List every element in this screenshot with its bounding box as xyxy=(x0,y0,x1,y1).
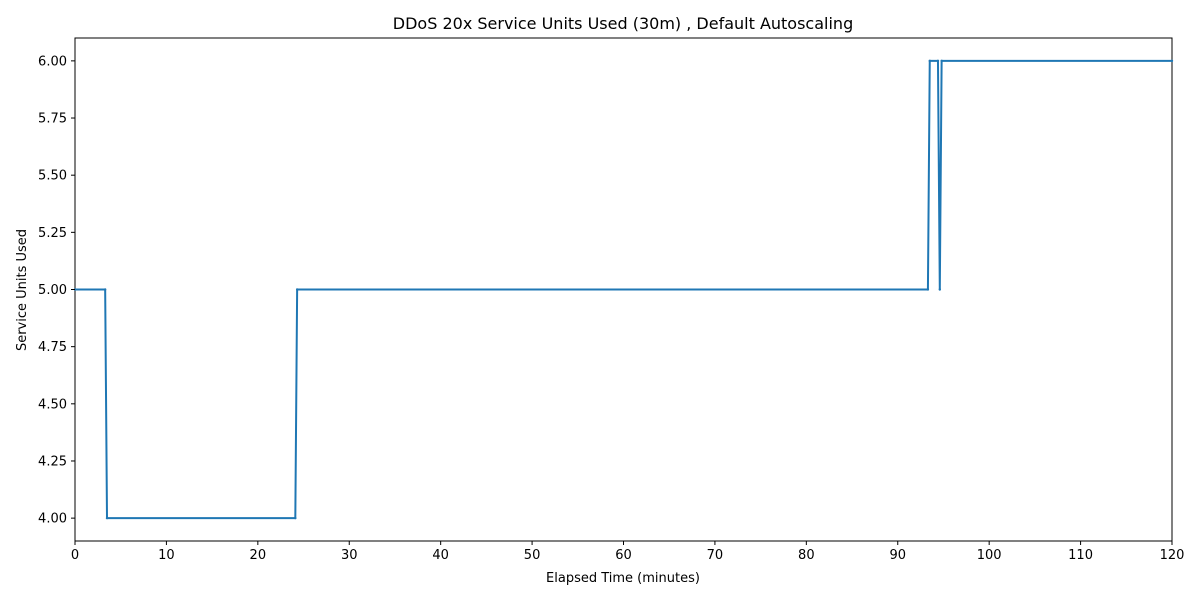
x-axis-ticks: 0 10 20 30 40 50 60 70 80 90 100 110 120 xyxy=(71,541,1185,563)
x-tick-label: 40 xyxy=(432,548,449,563)
y-tick-label: 5.25 xyxy=(38,226,67,241)
y-axis-label: Service Units Used xyxy=(15,229,30,351)
y-tick-label: 5.75 xyxy=(38,112,67,127)
data-point xyxy=(928,59,931,63)
y-tick-label: 5.50 xyxy=(38,169,67,184)
x-tick-label: 110 xyxy=(1068,548,1093,563)
x-tick-label: 70 xyxy=(707,548,724,563)
x-tick-label: 90 xyxy=(889,548,906,563)
y-tick-label: 6.00 xyxy=(38,54,67,69)
x-tick-label: 50 xyxy=(524,548,541,563)
data-point xyxy=(940,59,943,63)
y-tick-label: 4.25 xyxy=(38,454,67,469)
data-point xyxy=(936,59,940,63)
x-tick-label: 100 xyxy=(977,548,1002,563)
data-point xyxy=(294,516,297,520)
y-tick-label: 4.00 xyxy=(38,512,67,527)
x-tick-label: 30 xyxy=(341,548,358,563)
chart-title: DDoS 20x Service Units Used (30m) , Defa… xyxy=(393,14,853,33)
x-tick-label: 80 xyxy=(798,548,815,563)
data-point xyxy=(926,288,930,291)
data-point xyxy=(1170,59,1174,63)
x-axis-label: Elapsed Time (minutes) xyxy=(546,571,700,586)
x-tick-label: 120 xyxy=(1160,548,1185,563)
series-layer xyxy=(73,59,1174,520)
y-tick-label: 4.50 xyxy=(38,397,67,412)
x-tick-label: 60 xyxy=(615,548,632,563)
data-point xyxy=(295,288,299,291)
data-point xyxy=(938,288,942,291)
x-tick-label: 20 xyxy=(250,548,267,563)
y-axis-ticks: 4.00 4.25 4.50 4.75 5.00 5.25 5.50 5.75 6.00 xyxy=(38,54,75,527)
data-point xyxy=(105,516,109,520)
x-tick-label: 0 xyxy=(71,548,79,563)
y-tick-label: 4.75 xyxy=(38,340,67,355)
x-tick-label: 10 xyxy=(158,548,175,563)
data-point xyxy=(103,288,107,291)
y-tick-label: 5.00 xyxy=(38,283,67,298)
